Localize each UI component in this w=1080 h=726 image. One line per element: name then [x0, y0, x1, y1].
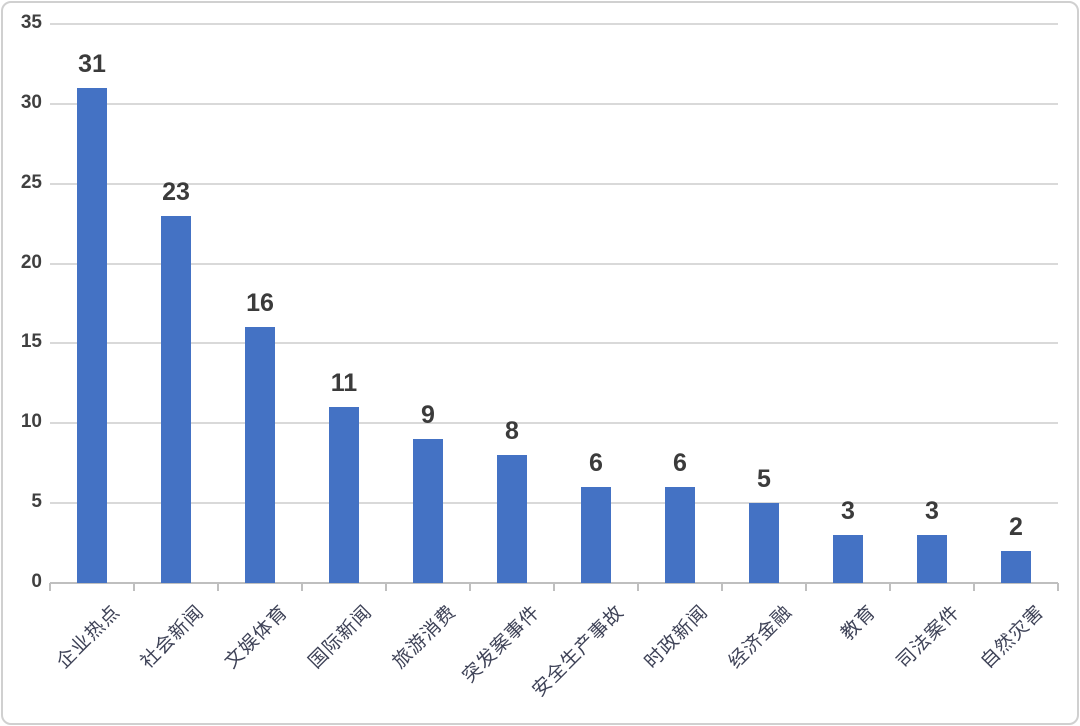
x-axis-tick-mark: [469, 583, 471, 591]
bar: [161, 215, 191, 583]
x-axis-tick-mark: [133, 583, 135, 591]
x-axis-category-label: 旅游消费: [388, 601, 461, 673]
y-axis-tick-label: 30: [20, 91, 42, 113]
bar-value-label: 11: [330, 369, 358, 398]
x-axis-tick-mark: [973, 583, 975, 591]
gridline: [50, 502, 1058, 505]
x-axis-category-label: 教育: [837, 601, 881, 645]
bar-value-label: 2: [1009, 513, 1023, 542]
bar-value-label: 3: [925, 497, 939, 526]
x-axis-category-label: 社会新闻: [136, 601, 209, 673]
bar: [833, 535, 863, 583]
y-axis-tick-label: 5: [31, 491, 42, 513]
y-axis-tick-label: 25: [20, 171, 42, 193]
bar-value-label: 3: [841, 497, 855, 526]
y-axis-tick-label: 0: [31, 571, 42, 592]
x-axis-tick-mark: [1057, 583, 1059, 591]
x-axis-category-label: 突发案事件: [458, 601, 545, 688]
x-axis-category-label: 时政新闻: [640, 601, 713, 673]
x-axis-category-label: 企业热点: [52, 601, 125, 673]
x-axis-tick-mark: [889, 583, 891, 591]
bar-value-label: 9: [421, 401, 435, 430]
x-axis-tick-mark: [217, 583, 219, 591]
gridline: [50, 262, 1058, 265]
y-axis-tick-label: 35: [20, 12, 42, 33]
bar-value-label: 16: [246, 289, 274, 318]
bar-value-label: 31: [78, 49, 106, 78]
bar-value-label: 8: [505, 417, 519, 446]
y-axis-tick-label: 20: [20, 251, 42, 273]
x-axis-tick-mark: [385, 583, 387, 591]
bar: [665, 487, 695, 583]
bar-value-label: 6: [589, 449, 603, 478]
x-axis-tick-mark: [553, 583, 555, 591]
bar: [581, 487, 611, 583]
bar: [497, 455, 527, 583]
bar-value-label: 23: [162, 177, 190, 206]
gridline: [50, 23, 1058, 25]
bar: [1001, 551, 1031, 583]
bar: [749, 503, 779, 583]
bar-value-label: 6: [673, 449, 687, 478]
x-axis-category-label: 自然灾害: [976, 601, 1049, 673]
x-axis-category-label: 司法案件: [892, 601, 965, 673]
x-axis-category-label: 文娱体育: [220, 601, 293, 673]
bar: [77, 87, 107, 583]
bar-value-label: 5: [757, 465, 771, 494]
gridline: [50, 102, 1058, 105]
x-axis-tick-mark: [721, 583, 723, 591]
gridline: [50, 422, 1058, 425]
x-axis-category-label: 国际新闻: [304, 601, 377, 673]
bar: [917, 535, 947, 583]
gridline: [50, 182, 1058, 185]
x-axis-tick-mark: [49, 583, 51, 591]
x-axis-tick-mark: [805, 583, 807, 591]
gridline: [50, 342, 1058, 345]
y-axis-tick-label: 10: [20, 411, 42, 433]
y-axis-tick-label: 15: [20, 331, 42, 353]
bar: [245, 327, 275, 583]
bar: [329, 407, 359, 583]
bar: [413, 439, 443, 583]
x-axis-category-label: 经济金融: [724, 601, 797, 673]
x-axis-tick-mark: [301, 583, 303, 591]
x-axis-tick-mark: [637, 583, 639, 591]
